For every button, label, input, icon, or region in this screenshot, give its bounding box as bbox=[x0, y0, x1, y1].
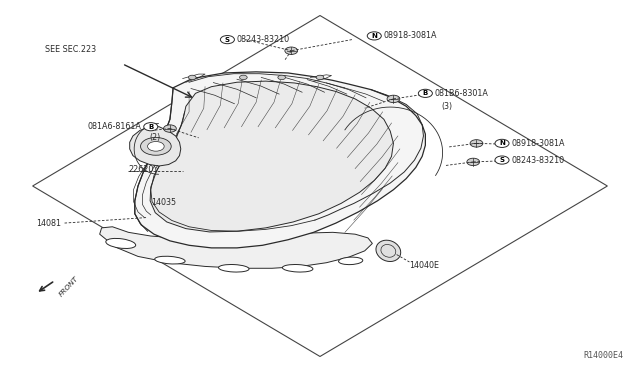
Text: S: S bbox=[499, 157, 504, 163]
Circle shape bbox=[141, 137, 172, 155]
Text: 08243-83210: 08243-83210 bbox=[511, 155, 564, 164]
Text: 08243-83210: 08243-83210 bbox=[237, 35, 290, 44]
Circle shape bbox=[278, 75, 285, 80]
Circle shape bbox=[495, 139, 509, 147]
Polygon shape bbox=[150, 81, 394, 232]
Circle shape bbox=[467, 158, 479, 166]
Polygon shape bbox=[100, 227, 372, 268]
Polygon shape bbox=[130, 127, 180, 166]
Text: N: N bbox=[371, 33, 377, 39]
Text: 08918-3081A: 08918-3081A bbox=[384, 31, 437, 41]
Text: SEE SEC.223: SEE SEC.223 bbox=[45, 45, 97, 54]
Text: 08918-3081A: 08918-3081A bbox=[511, 139, 565, 148]
Text: (2): (2) bbox=[149, 133, 161, 142]
Text: R14000E4: R14000E4 bbox=[583, 351, 623, 360]
Polygon shape bbox=[135, 72, 426, 248]
Circle shape bbox=[144, 123, 158, 131]
Text: 14040E: 14040E bbox=[410, 261, 440, 270]
Circle shape bbox=[367, 32, 381, 40]
Text: (3): (3) bbox=[442, 102, 452, 111]
Text: B: B bbox=[423, 90, 428, 96]
Text: N: N bbox=[499, 140, 505, 146]
Circle shape bbox=[285, 47, 298, 54]
Text: FRONT: FRONT bbox=[58, 275, 80, 297]
Circle shape bbox=[239, 75, 247, 80]
Circle shape bbox=[148, 141, 164, 151]
Text: S: S bbox=[225, 36, 230, 43]
Circle shape bbox=[495, 156, 509, 164]
Circle shape bbox=[419, 89, 433, 97]
Text: 14035: 14035 bbox=[151, 198, 176, 207]
Circle shape bbox=[188, 75, 196, 80]
Ellipse shape bbox=[376, 240, 401, 262]
Circle shape bbox=[470, 140, 483, 147]
Text: 081B6-8301A: 081B6-8301A bbox=[435, 89, 489, 98]
Text: B: B bbox=[148, 124, 154, 130]
Circle shape bbox=[316, 75, 324, 80]
Ellipse shape bbox=[282, 264, 313, 272]
Ellipse shape bbox=[106, 238, 136, 248]
Text: 22620Y: 22620Y bbox=[129, 165, 159, 174]
Ellipse shape bbox=[155, 256, 185, 264]
Circle shape bbox=[220, 36, 234, 44]
Circle shape bbox=[164, 125, 176, 132]
Ellipse shape bbox=[218, 264, 249, 272]
Circle shape bbox=[387, 95, 400, 103]
Text: 081A6-8161A: 081A6-8161A bbox=[87, 122, 141, 131]
Text: 14081: 14081 bbox=[36, 219, 61, 228]
Ellipse shape bbox=[339, 257, 363, 264]
